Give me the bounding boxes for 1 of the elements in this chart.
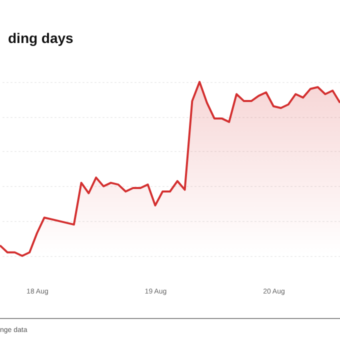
chart-title: ding days — [8, 30, 74, 46]
